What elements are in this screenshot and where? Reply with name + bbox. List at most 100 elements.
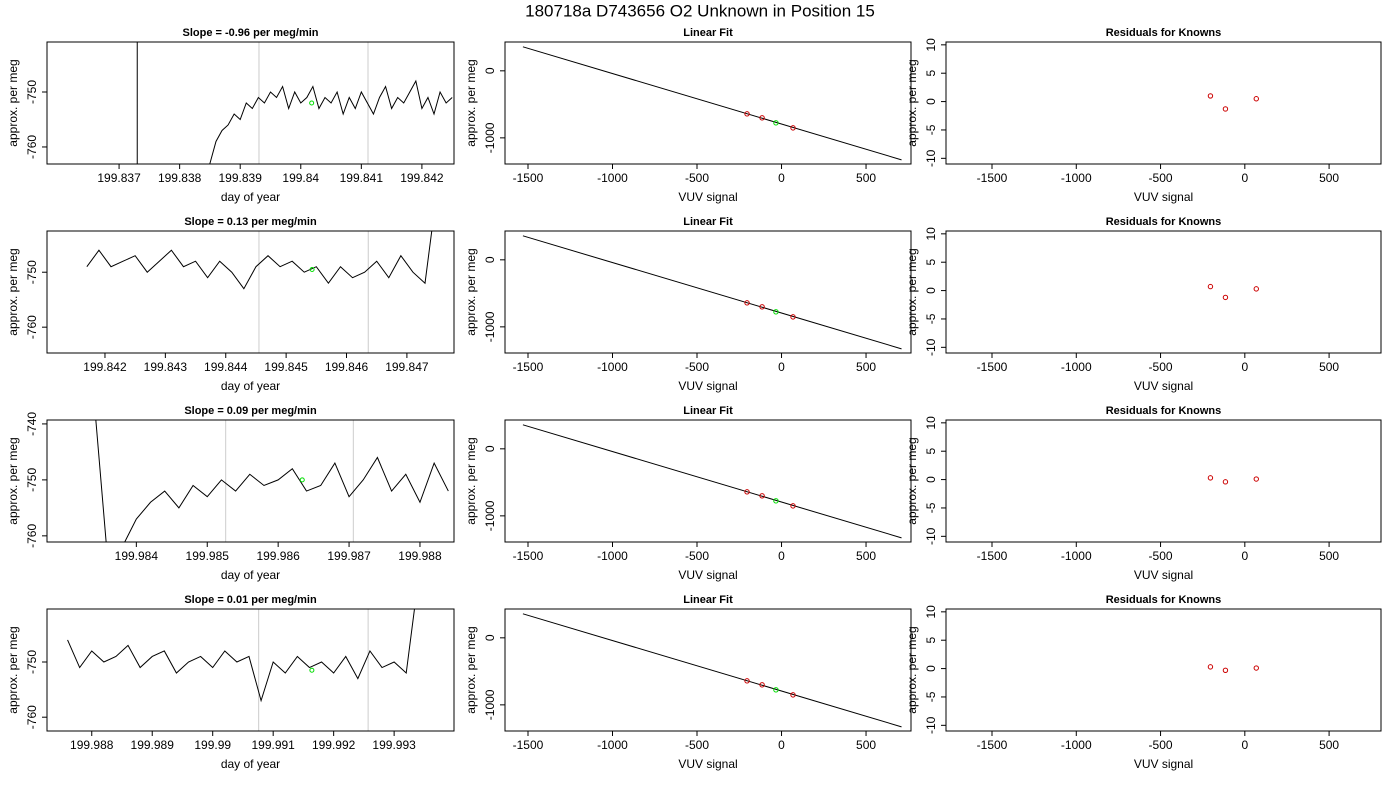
plot-frame bbox=[46, 230, 455, 354]
y-axis-label: approx. per meg bbox=[905, 248, 919, 335]
plot-area bbox=[1207, 664, 1259, 673]
point bbox=[1222, 479, 1229, 485]
y-axis-label: approx. per meg bbox=[905, 59, 919, 146]
plot-frame bbox=[504, 419, 912, 543]
y-tick-label: 10 bbox=[924, 38, 938, 52]
x-tick-label: 199.846 bbox=[325, 360, 369, 374]
y-tick-label: -10 bbox=[924, 149, 938, 167]
y-tick-label: 5 bbox=[924, 448, 938, 455]
y-tick-label: 5 bbox=[924, 259, 938, 266]
x-tick-label: 199.843 bbox=[144, 360, 188, 374]
y-axis-label: approx. per meg bbox=[905, 437, 919, 524]
point bbox=[1222, 294, 1229, 301]
x-tick-label: -500 bbox=[1149, 549, 1173, 563]
x-tick-label: 500 bbox=[856, 549, 876, 563]
y-tick-label: -5 bbox=[924, 502, 938, 513]
x-axis-label: VUV signal bbox=[1134, 379, 1193, 393]
x-tick-label: -1500 bbox=[977, 360, 1008, 374]
y-tick-label: 0 bbox=[483, 445, 497, 452]
point bbox=[1253, 665, 1259, 671]
highlight-point bbox=[309, 266, 315, 272]
y-tick-label: -760 bbox=[25, 135, 39, 159]
x-tick-label: -1000 bbox=[597, 171, 628, 185]
point bbox=[759, 682, 765, 688]
fit-line bbox=[522, 424, 902, 539]
x-tick-label: 0 bbox=[778, 171, 785, 185]
series-line bbox=[67, 609, 415, 703]
point bbox=[1207, 664, 1214, 670]
point bbox=[744, 300, 750, 306]
x-tick-label: 500 bbox=[1319, 738, 1339, 752]
point bbox=[1253, 96, 1259, 102]
y-tick-label: -750 bbox=[25, 650, 39, 674]
point bbox=[790, 125, 796, 131]
x-tick-label: -1000 bbox=[597, 738, 628, 752]
y-tick-label: -10 bbox=[924, 338, 938, 356]
y-tick-label: 0 bbox=[924, 665, 938, 672]
x-axis-label: day of year bbox=[221, 568, 280, 582]
x-axis-label: day of year bbox=[221, 190, 280, 204]
plot-area bbox=[95, 420, 449, 542]
chart-title: Slope = 0.01 per meg/min bbox=[184, 594, 317, 606]
y-tick-label: 10 bbox=[924, 227, 938, 241]
y-axis-label: approx. per meg bbox=[6, 626, 20, 713]
y-tick-label: -760 bbox=[25, 705, 39, 729]
x-tick-label: -500 bbox=[685, 360, 709, 374]
x-tick-label: -1500 bbox=[513, 171, 544, 185]
x-tick-label: -500 bbox=[1149, 171, 1173, 185]
unknown-point bbox=[773, 120, 779, 126]
plot-frame bbox=[46, 608, 455, 732]
x-tick-label: -1500 bbox=[977, 549, 1008, 563]
figure-title: 180718a D743656 O2 Unknown in Position 1… bbox=[525, 1, 875, 20]
x-tick-label: 199.838 bbox=[158, 171, 202, 185]
chart-title: Linear Fit bbox=[683, 216, 733, 228]
y-tick-label: 0 bbox=[924, 98, 938, 105]
point bbox=[790, 314, 796, 320]
x-tick-label: 0 bbox=[1241, 738, 1248, 752]
y-tick-label: -5 bbox=[924, 313, 938, 324]
y-tick-label: 5 bbox=[924, 637, 938, 644]
y-axis-label: approx. per meg bbox=[464, 248, 478, 335]
x-axis-label: VUV signal bbox=[1134, 757, 1193, 771]
x-tick-label: 199.984 bbox=[115, 549, 159, 563]
x-tick-label: 199.845 bbox=[264, 360, 308, 374]
series-line bbox=[86, 231, 433, 290]
x-tick-label: 199.985 bbox=[186, 549, 230, 563]
x-tick-label: 500 bbox=[856, 360, 876, 374]
x-axis-label: VUV signal bbox=[1134, 568, 1193, 582]
chart-title: Slope = 0.13 per meg/min bbox=[184, 216, 317, 228]
point bbox=[1222, 106, 1229, 112]
x-tick-label: -1000 bbox=[1061, 360, 1092, 374]
plot-frame bbox=[504, 41, 912, 165]
x-tick-label: -1000 bbox=[1061, 738, 1092, 752]
x-axis-label: VUV signal bbox=[678, 190, 737, 204]
x-tick-label: -500 bbox=[1149, 360, 1173, 374]
y-tick-label: -1000 bbox=[483, 122, 497, 153]
plot-area bbox=[86, 231, 433, 353]
x-tick-label: 199.988 bbox=[398, 549, 442, 563]
x-tick-label: 199.842 bbox=[400, 171, 444, 185]
y-tick-label: -5 bbox=[924, 124, 938, 135]
chart-title: Residuals for Knowns bbox=[1106, 27, 1222, 39]
x-tick-label: 500 bbox=[1319, 549, 1339, 563]
y-axis-label: approx. per meg bbox=[464, 626, 478, 713]
y-tick-label: -5 bbox=[924, 691, 938, 702]
y-tick-label: -750 bbox=[25, 260, 39, 284]
x-tick-label: 199.841 bbox=[340, 171, 384, 185]
x-tick-label: 0 bbox=[1241, 360, 1248, 374]
fit-line bbox=[522, 613, 902, 728]
x-tick-label: 0 bbox=[778, 549, 785, 563]
point bbox=[1207, 93, 1214, 99]
x-tick-label: -1000 bbox=[597, 360, 628, 374]
x-tick-label: 199.992 bbox=[312, 738, 356, 752]
x-axis-label: VUV signal bbox=[1134, 190, 1193, 204]
point bbox=[744, 678, 750, 684]
chart-title: Residuals for Knowns bbox=[1106, 405, 1222, 417]
y-axis-label: approx. per meg bbox=[905, 626, 919, 713]
chart-title: Slope = 0.09 per meg/min bbox=[184, 405, 317, 417]
series-line bbox=[136, 42, 453, 164]
x-tick-label: -500 bbox=[685, 171, 709, 185]
x-tick-label: -500 bbox=[1149, 738, 1173, 752]
y-tick-label: 0 bbox=[924, 287, 938, 294]
